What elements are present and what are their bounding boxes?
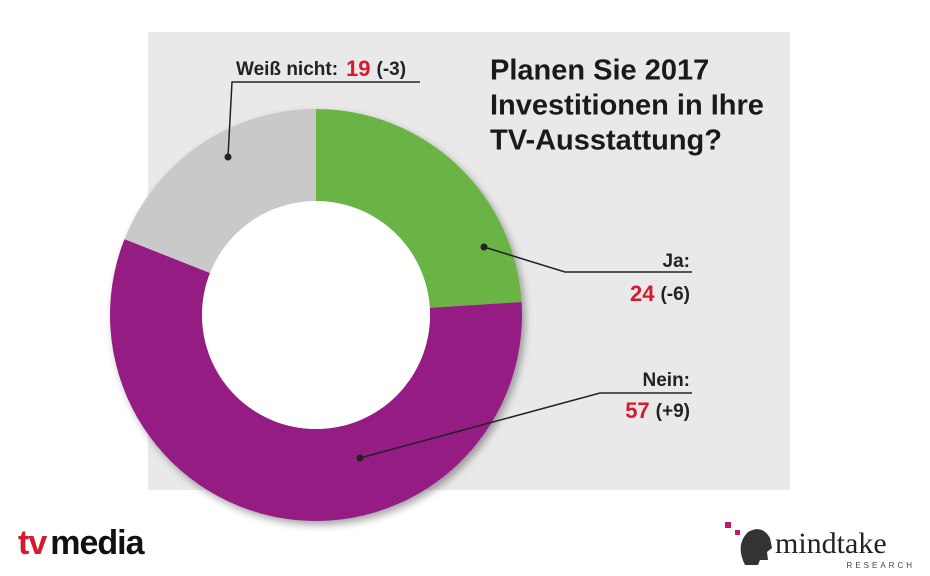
logo-pixel	[735, 530, 740, 535]
value-group: 24 (-6)	[630, 281, 690, 306]
logo-sub: RESEARCH	[847, 561, 915, 570]
leader-line	[483, 246, 692, 273]
change-label: (-6)	[660, 284, 690, 305]
donut-hole	[202, 201, 430, 429]
donut	[109, 109, 523, 522]
donut-segment	[109, 239, 523, 522]
value-label: 57	[625, 398, 649, 423]
title-line: Planen Sie 2017	[490, 55, 709, 87]
category-label: Ja:	[663, 251, 690, 272]
leader-line	[359, 392, 692, 459]
donut-segment	[124, 109, 317, 274]
leader-dot	[480, 243, 488, 251]
title-line: TV-Ausstattung?	[490, 125, 722, 157]
donut-segment	[316, 109, 522, 308]
label-group: Weiß nicht: 19 (-3)	[236, 56, 406, 81]
logo-tvmedia: tv media	[18, 524, 146, 562]
logo-pixel	[725, 522, 731, 528]
change-label: (+9)	[656, 401, 690, 422]
leader-line	[227, 81, 420, 158]
value-label: 24	[630, 281, 655, 306]
title-line: Investitionen in Ihre	[490, 90, 764, 122]
leader-dot	[356, 454, 364, 462]
logo-mindtake: mindtake RESEARCH	[725, 522, 915, 570]
logo-head	[740, 529, 772, 565]
logo-part: tv	[18, 524, 47, 562]
logo-text: mindtake	[775, 527, 887, 560]
value-group: 57 (+9)	[625, 398, 690, 423]
change-label: (-3)	[377, 59, 407, 80]
leader-dot	[224, 153, 232, 161]
category-label: Weiß nicht:	[236, 59, 338, 80]
category-label: Nein:	[643, 370, 691, 391]
value-label: 19	[346, 56, 370, 81]
logo-part: media	[50, 524, 145, 562]
